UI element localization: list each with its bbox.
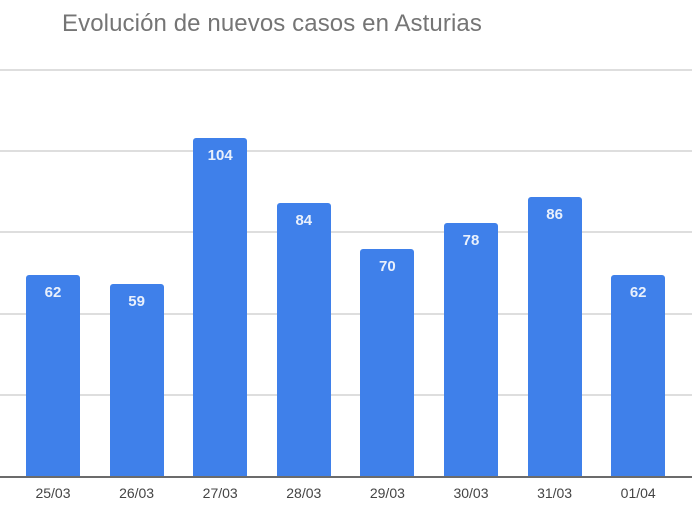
bar-value-label: 59 bbox=[128, 293, 145, 311]
bar-25-03[interactable]: 62 bbox=[26, 274, 80, 476]
bar-value-label: 62 bbox=[629, 283, 647, 301]
bar-28-03[interactable]: 84 bbox=[276, 203, 331, 476]
bar-30-03[interactable]: 78 bbox=[444, 222, 498, 476]
gridline bbox=[0, 312, 692, 315]
bar-value-label: 78 bbox=[462, 231, 480, 249]
x-tick-label: 25/03 bbox=[35, 485, 71, 501]
x-tick-label: 26/03 bbox=[119, 485, 155, 501]
bar-31-03[interactable]: 86 bbox=[527, 196, 582, 476]
x-tick-label: 31/03 bbox=[537, 485, 573, 501]
x-axis-line bbox=[0, 476, 692, 478]
bar-26-03[interactable]: 59 bbox=[109, 284, 164, 476]
x-tick-label: 29/03 bbox=[369, 485, 405, 501]
bar-value-label: 62 bbox=[44, 283, 62, 301]
bar-29-03[interactable]: 70 bbox=[360, 248, 415, 476]
bar-value-label: 70 bbox=[379, 257, 396, 275]
bar-value-label: 104 bbox=[207, 147, 233, 164]
x-tick-label: 01/04 bbox=[620, 485, 656, 501]
chart-title: Evolución de nuevos casos en Asturias bbox=[62, 10, 482, 37]
x-tick-label: 27/03 bbox=[202, 485, 238, 501]
gridline bbox=[0, 231, 692, 234]
bar-value-label: 86 bbox=[546, 205, 563, 223]
gridline bbox=[0, 150, 692, 152]
bar-value-label: 84 bbox=[295, 212, 313, 229]
gridline bbox=[0, 68, 692, 71]
x-tick-label: 30/03 bbox=[453, 485, 489, 501]
x-tick-label: 28/03 bbox=[286, 485, 322, 501]
gridline bbox=[0, 393, 692, 396]
bar-27-03[interactable]: 104 bbox=[193, 138, 248, 476]
bar-01-04[interactable]: 62 bbox=[611, 274, 666, 476]
